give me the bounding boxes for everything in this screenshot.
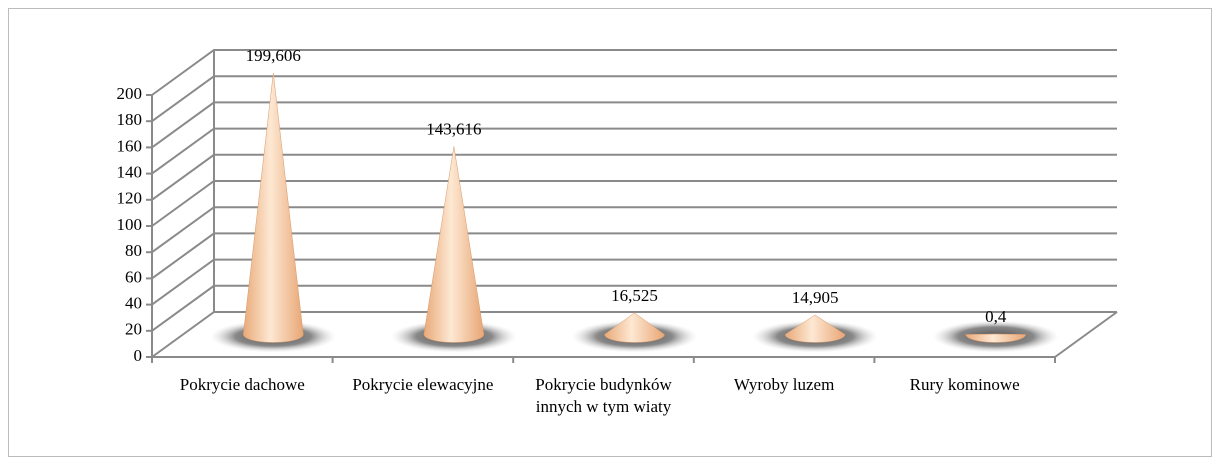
value-label: 143,616 bbox=[426, 119, 481, 138]
y-tick-label: 200 bbox=[117, 84, 143, 103]
y-tick-label: 0 bbox=[134, 346, 143, 365]
grid-line bbox=[151, 101, 1117, 149]
grid-line bbox=[151, 153, 1117, 201]
grid-line bbox=[151, 206, 1117, 254]
x-tick-label: Wyroby luzem bbox=[733, 375, 835, 394]
y-tick-label: 120 bbox=[117, 189, 143, 208]
y-tick-label: 140 bbox=[117, 163, 143, 182]
floor-right bbox=[1054, 311, 1118, 358]
cone bbox=[965, 333, 1026, 343]
grid-line bbox=[151, 311, 1117, 358]
value-label: 14,905 bbox=[792, 288, 839, 307]
grid-line bbox=[151, 127, 1117, 175]
x-tick-label: Pokrycie elewacyjne bbox=[352, 375, 494, 394]
y-tick-label: 160 bbox=[117, 136, 143, 155]
x-tick-label: Pokrycie dachowe bbox=[179, 375, 305, 394]
cone bbox=[604, 312, 665, 343]
grid-line bbox=[151, 232, 1117, 280]
y-tick-label: 180 bbox=[117, 110, 143, 129]
value-label: 199,606 bbox=[246, 46, 301, 65]
y-tick-label: 100 bbox=[117, 215, 143, 234]
grid-line bbox=[151, 180, 1117, 227]
value-label: 0,4 bbox=[985, 307, 1007, 326]
grid-line bbox=[151, 258, 1117, 306]
x-tick-label: Rury kominowe bbox=[909, 375, 1020, 394]
chart-frame bbox=[8, 8, 1212, 457]
y-tick-label: 40 bbox=[125, 294, 142, 313]
y-tick-label: 20 bbox=[125, 320, 142, 339]
grid-line bbox=[151, 75, 1117, 123]
y-tick-label: 80 bbox=[125, 241, 142, 260]
y-tick-label: 60 bbox=[125, 267, 142, 286]
cone bbox=[784, 314, 846, 343]
cone bbox=[243, 72, 304, 343]
cone bbox=[423, 146, 485, 343]
grid-line bbox=[151, 49, 1117, 96]
grid-line bbox=[151, 284, 1117, 332]
value-label: 16,525 bbox=[611, 286, 658, 305]
x-tick-label: Pokrycie budynków innych w tym wiaty bbox=[535, 375, 672, 416]
